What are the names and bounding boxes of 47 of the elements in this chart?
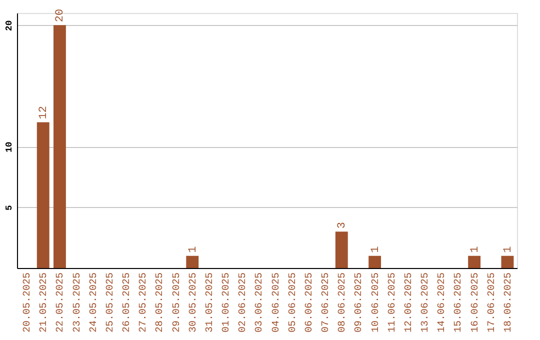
- x-tick-label: 12.06.2025: [404, 272, 415, 333]
- x-tick-label: 30.05.2025: [188, 272, 200, 333]
- y-tick-label: 20: [4, 20, 14, 32]
- data-label: 1: [187, 246, 200, 253]
- x-tick-label: 27.05.2025: [138, 272, 150, 333]
- x-tick-label: 02.06.2025: [238, 272, 250, 333]
- x-tick-label: 26.05.2025: [122, 272, 134, 333]
- x-tick-label: 07.06.2025: [321, 272, 332, 333]
- x-tick-label: 09.06.2025: [354, 272, 366, 333]
- data-label: 1: [370, 246, 382, 253]
- x-tick-label: 15.06.2025: [454, 272, 465, 333]
- y-tick-label: 5: [4, 205, 14, 210]
- x-tick-label: 18.06.2025: [503, 272, 514, 333]
- x-tick-label: 11.06.2025: [387, 272, 398, 333]
- bar: [186, 256, 199, 268]
- x-tick-label: 23.05.2025: [72, 272, 84, 333]
- x-tick-label: 25.05.2025: [105, 272, 116, 333]
- x-tick-label: 08.06.2025: [338, 272, 349, 333]
- data-label: 1: [502, 246, 514, 253]
- data-label: 3: [336, 222, 349, 229]
- bar: [468, 256, 481, 268]
- x-tick-label: 24.05.2025: [88, 272, 100, 333]
- x-tick-label: 16.06.2025: [470, 272, 482, 333]
- bar: [335, 232, 348, 268]
- data-label: 20: [54, 8, 67, 22]
- bar: [368, 256, 382, 268]
- x-tick-label: 29.05.2025: [172, 272, 183, 333]
- x-tick-label: 22.05.2025: [56, 272, 67, 333]
- x-tick-label: 10.06.2025: [370, 272, 382, 333]
- bar: [501, 256, 514, 268]
- x-tick-label: 14.06.2025: [437, 272, 448, 333]
- x-tick-label: 20.05.2025: [22, 272, 34, 333]
- x-tick-label: 03.06.2025: [254, 272, 266, 333]
- x-tick-label: 28.05.2025: [155, 272, 166, 333]
- x-tick-label: 06.06.2025: [304, 272, 316, 333]
- x-tick-label: 04.06.2025: [271, 272, 282, 333]
- x-tick-label: 31.05.2025: [204, 272, 216, 333]
- data-label: 12: [38, 106, 50, 120]
- bar: [36, 122, 50, 268]
- y-tick-label: 10: [4, 142, 14, 152]
- data-label: 1: [469, 246, 482, 253]
- x-tick-label: 21.05.2025: [39, 272, 50, 333]
- x-tick-label: 13.06.2025: [420, 272, 432, 333]
- x-tick-label: 05.06.2025: [288, 272, 299, 333]
- x-tick-label: 17.06.2025: [486, 272, 498, 333]
- bar: [53, 25, 66, 268]
- x-tick-label: 01.06.2025: [222, 272, 233, 333]
